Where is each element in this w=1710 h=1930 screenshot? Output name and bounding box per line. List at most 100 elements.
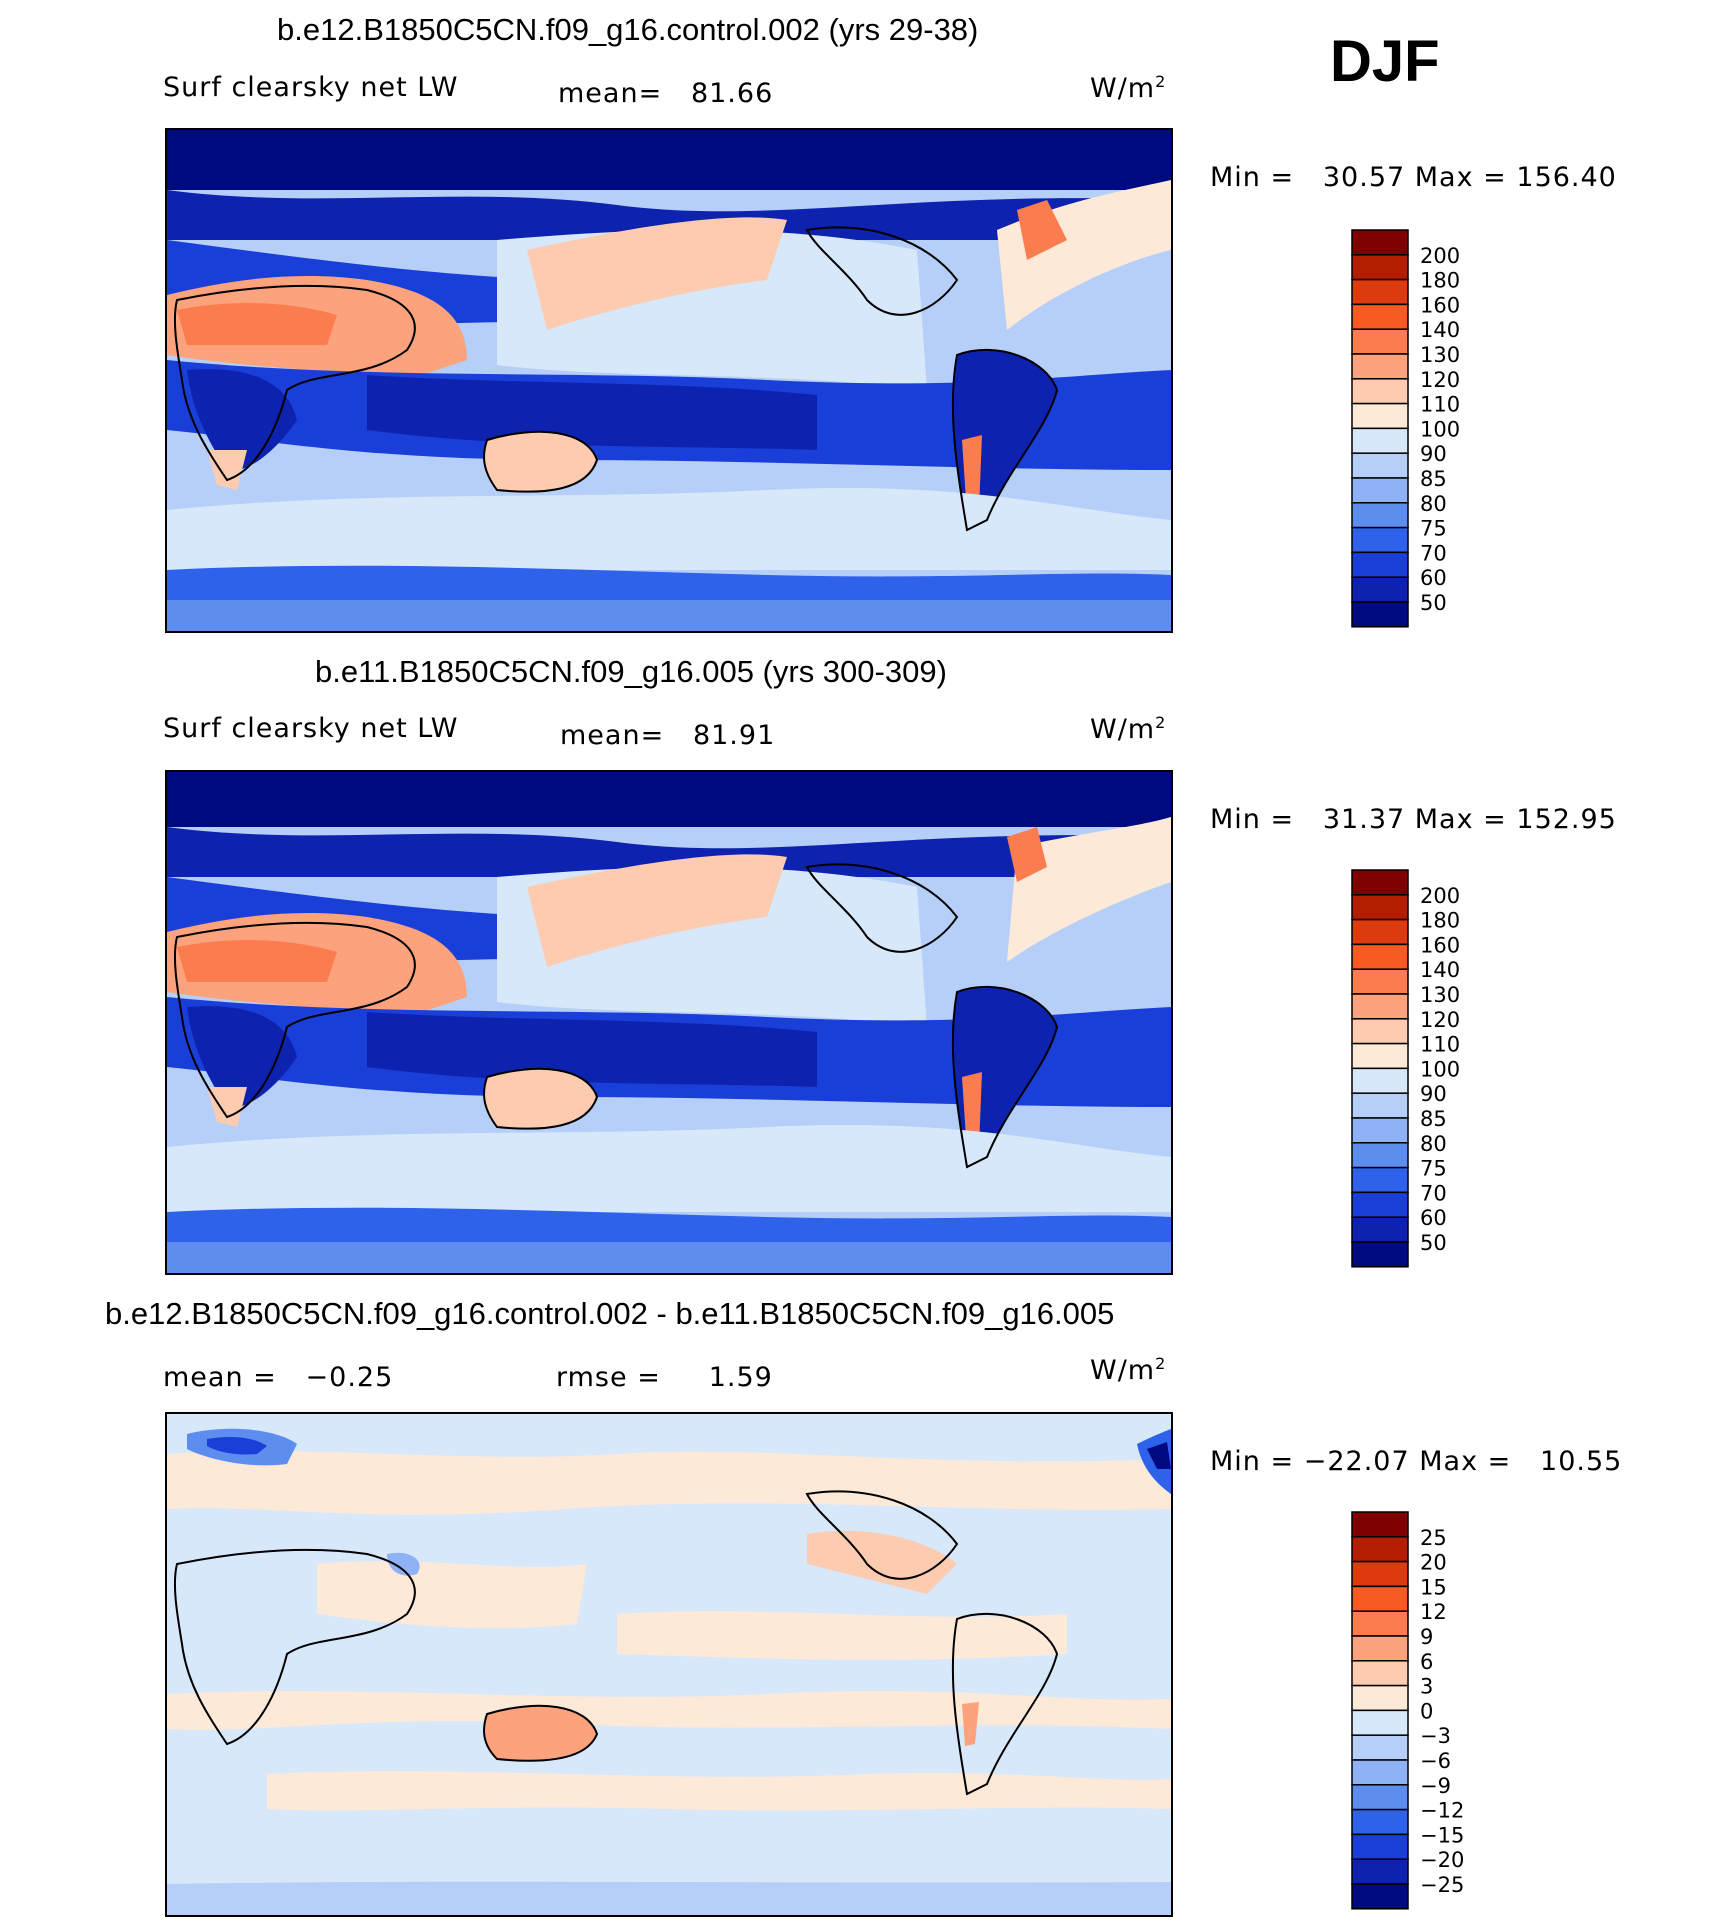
colorbar-tick-label: −25: [1420, 1873, 1464, 1897]
colorbar-tick-label: −20: [1420, 1848, 1464, 1872]
colorbar-swatch: [1351, 278, 1409, 306]
colorbar-swatch: [1351, 869, 1409, 896]
colorbar-swatch: [1351, 1759, 1409, 1786]
colorbar-swatch: [1351, 1883, 1409, 1910]
colorbar-swatch: [1351, 943, 1409, 970]
colorbar-swatch: [1351, 1511, 1409, 1538]
colorbar-tick-label: 90: [1420, 442, 1447, 466]
colorbar-tick-label: 50: [1420, 591, 1447, 615]
colorbar-swatch: [1351, 1784, 1409, 1811]
colorbar-tick-label: 120: [1420, 1008, 1460, 1032]
colorbar-tick-label: 70: [1420, 541, 1447, 565]
colorbar-tick-label: 200: [1420, 884, 1460, 908]
colorbar-tick-label: 75: [1420, 517, 1447, 541]
colorbar-swatch: [1351, 1660, 1409, 1687]
colorbar-tick-label: 0: [1420, 1699, 1433, 1723]
colorbar-tick-label: 80: [1420, 492, 1447, 516]
panel2-map: [165, 770, 1173, 1275]
colorbar-tick-label: 9: [1420, 1625, 1433, 1649]
colorbar-tick-label: −3: [1420, 1724, 1451, 1748]
colorbar-tick-label: 110: [1420, 393, 1460, 417]
colorbar-swatch: [1351, 1536, 1409, 1563]
colorbar-swatch: [1351, 1684, 1409, 1712]
panel2-minmax: Min = 31.37 Max = 152.95: [1210, 804, 1617, 835]
colorbar-swatch: [1351, 1560, 1409, 1588]
colorbar-swatch: [1351, 1241, 1409, 1268]
colorbar-tick-label: 6: [1420, 1650, 1433, 1674]
colorbar-tick-label: 60: [1420, 1206, 1447, 1230]
colorbar-tick-label: 130: [1420, 343, 1460, 367]
colorbar-swatch: [1351, 993, 1409, 1020]
colorbar-tick-label: 120: [1420, 368, 1460, 392]
panel1-minmax: Min = 30.57 Max = 156.40: [1210, 162, 1617, 193]
colorbar-tick-label: 25: [1420, 1526, 1447, 1550]
colorbar-swatch: [1351, 303, 1409, 330]
colorbar-swatch: [1351, 427, 1409, 454]
panel2-title: b.e11.B1850C5CN.f09_g16.005 (yrs 300-309…: [315, 654, 947, 689]
colorbar-tick-label: −9: [1420, 1774, 1451, 1798]
colorbar-swatch: [1351, 894, 1409, 921]
colorbar-swatch: [1351, 229, 1409, 256]
colorbar-tick-label: 90: [1420, 1082, 1447, 1106]
colorbar-tick-label: 75: [1420, 1157, 1447, 1181]
panel1-variable-label: Surf clearsky net LW: [163, 72, 459, 103]
panel1-mean: mean= 81.66: [558, 78, 774, 109]
colorbar-tick-label: 180: [1420, 269, 1460, 293]
colorbar-swatch: [1351, 918, 1409, 946]
panel3-rmse: rmse = 1.59: [556, 1362, 773, 1393]
panel3-colorbar: 25 20 15 12 9 6 3 0 −3 −6 −9 −12 −15 −20 −25: [1350, 1510, 1500, 1930]
colorbar-tick-label: 160: [1420, 293, 1460, 317]
colorbar-swatch: [1351, 1808, 1409, 1836]
colorbar-swatch: [1351, 502, 1409, 529]
colorbar-tick-label: 160: [1420, 933, 1460, 957]
colorbar-swatch: [1351, 353, 1409, 380]
colorbar-swatch: [1351, 1117, 1409, 1144]
colorbar-tick-label: 15: [1420, 1575, 1447, 1599]
panel1-title: b.e12.B1850C5CN.f09_g16.control.002 (yrs…: [277, 12, 979, 47]
colorbar-swatch: [1351, 576, 1409, 603]
colorbar-tick-label: 80: [1420, 1132, 1447, 1156]
colorbar-swatch: [1351, 551, 1409, 578]
colorbar-swatch: [1351, 1709, 1409, 1736]
colorbar-swatch: [1351, 601, 1409, 628]
panel3-units: W/m2: [1090, 1354, 1167, 1386]
colorbar-swatch: [1351, 328, 1409, 355]
colorbar-swatch: [1351, 1610, 1409, 1637]
colorbar-swatch: [1351, 1042, 1409, 1070]
colorbar-tick-label: −6: [1420, 1749, 1451, 1773]
colorbar-tick-label: −15: [1420, 1823, 1464, 1847]
colorbar-swatch: [1351, 1833, 1409, 1860]
colorbar-tick-label: −12: [1420, 1799, 1464, 1823]
colorbar-swatch: [1351, 254, 1409, 281]
colorbar-tick-label: 140: [1420, 318, 1460, 342]
panel1-units: W/m2: [1090, 72, 1167, 104]
colorbar-tick-label: 140: [1420, 958, 1460, 982]
colorbar-tick-label: 20: [1420, 1551, 1447, 1575]
colorbar-swatch: [1351, 452, 1409, 479]
panel3-title: b.e12.B1850C5CN.f09_g16.control.002 - b.…: [105, 1296, 1115, 1331]
colorbar-swatch: [1351, 1216, 1409, 1243]
colorbar-swatch: [1351, 1166, 1409, 1194]
colorbar-tick-label: 180: [1420, 909, 1460, 933]
panel2-units: W/m2: [1090, 713, 1167, 745]
colorbar-tick-label: 85: [1420, 467, 1447, 491]
colorbar-swatch: [1351, 1191, 1409, 1218]
colorbar-swatch: [1351, 1018, 1409, 1045]
colorbar-swatch: [1351, 1635, 1409, 1662]
panel3-map: [165, 1412, 1173, 1917]
colorbar-swatch: [1351, 1092, 1409, 1119]
colorbar-tick-label: 85: [1420, 1107, 1447, 1131]
colorbar-tick-label: 200: [1420, 244, 1460, 268]
season-label: DJF: [1330, 29, 1440, 94]
colorbar-swatch: [1351, 526, 1409, 554]
panel2-variable-label: Surf clearsky net LW: [163, 713, 459, 744]
colorbar-tick-label: 60: [1420, 566, 1447, 590]
colorbar-tick-label: 110: [1420, 1033, 1460, 1057]
colorbar-swatch: [1351, 402, 1409, 430]
panel3-minmax: Min = −22.07 Max = 10.55: [1210, 1446, 1623, 1477]
colorbar-tick-label: 3: [1420, 1675, 1433, 1699]
panel1-colorbar: 200 180 160 140 130 120 110 100 90 85 80 75 70 60 50: [1350, 228, 1500, 648]
colorbar-tick-label: 100: [1420, 1057, 1460, 1081]
